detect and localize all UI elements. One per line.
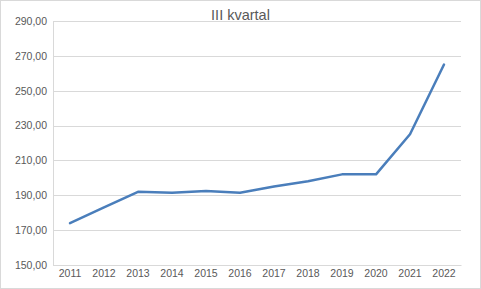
y-tick-label: 210,00 — [15, 154, 47, 166]
y-tick-label: 150,00 — [15, 259, 47, 271]
grid-line — [53, 265, 461, 266]
x-tick-label: 2018 — [296, 267, 320, 279]
x-tick-label: 2017 — [262, 267, 286, 279]
x-tick-label: 2020 — [364, 267, 388, 279]
x-tick-label: 2011 — [59, 267, 82, 279]
x-tick: 2014 — [160, 265, 184, 279]
plot-area — [70, 65, 444, 224]
y-axis-line — [53, 22, 54, 266]
grid-line — [53, 160, 461, 161]
y-axis: 150,00 170,00 190,00 210,00 230,00 250,00 270,… — [15, 15, 54, 271]
y-tick-label: 250,00 — [15, 85, 47, 97]
y-tick-label: 190,00 — [15, 189, 47, 201]
x-axis: 2011 2012 2013 2014 2015 2016 2017 2018 2019 2020… — [54, 265, 462, 279]
grid-line — [53, 56, 461, 57]
y-tick: 210,00 — [15, 154, 53, 166]
x-tick-label: 2019 — [330, 267, 354, 279]
grid-line — [53, 230, 461, 231]
x-tick-label: 2013 — [126, 267, 150, 279]
data-line — [70, 65, 444, 224]
y-tick: 170,00 — [15, 224, 53, 236]
x-tick: 2020 — [364, 265, 388, 279]
x-tick-label: 2012 — [92, 267, 116, 279]
chart: 150,00 170,00 190,00 210,00 230,00 250,00 270,… — [0, 0, 481, 289]
y-tick-label: 270,00 — [15, 50, 47, 62]
chart-title: III kvartal — [211, 7, 270, 23]
x-tick-label: 2021 — [398, 267, 422, 279]
grid-line — [53, 91, 461, 92]
x-tick: 2022 — [432, 265, 456, 279]
x-tick: 2017 — [262, 265, 286, 279]
x-tick-label: 2016 — [228, 267, 252, 279]
x-tick: 2013 — [126, 265, 150, 279]
y-tick-label: 170,00 — [15, 224, 47, 236]
y-tick: 270,00 — [15, 50, 53, 62]
grid-line — [53, 195, 461, 196]
x-tick: 2018 — [296, 265, 320, 279]
x-tick: 2021 — [398, 265, 422, 279]
y-tick: 250,00 — [15, 85, 53, 97]
x-tick: 2019 — [330, 265, 354, 279]
grid — [53, 22, 461, 266]
grid-line — [53, 126, 461, 127]
y-tick: 290,00 — [15, 15, 53, 27]
x-axis-line — [54, 265, 462, 266]
x-tick: 2016 — [228, 265, 252, 279]
x-tick-label: 2022 — [432, 267, 456, 279]
y-tick: 190,00 — [15, 189, 53, 201]
chart-border — [1, 1, 481, 289]
x-tick: 2011 — [59, 265, 82, 279]
y-tick-label: 230,00 — [15, 119, 47, 131]
x-tick: 2012 — [92, 265, 116, 279]
x-tick-label: 2015 — [194, 267, 218, 279]
x-tick: 2015 — [194, 265, 218, 279]
y-tick: 230,00 — [15, 119, 53, 131]
y-tick-label: 290,00 — [15, 15, 47, 27]
x-tick-label: 2014 — [160, 267, 184, 279]
y-tick: 150,00 — [15, 259, 53, 271]
